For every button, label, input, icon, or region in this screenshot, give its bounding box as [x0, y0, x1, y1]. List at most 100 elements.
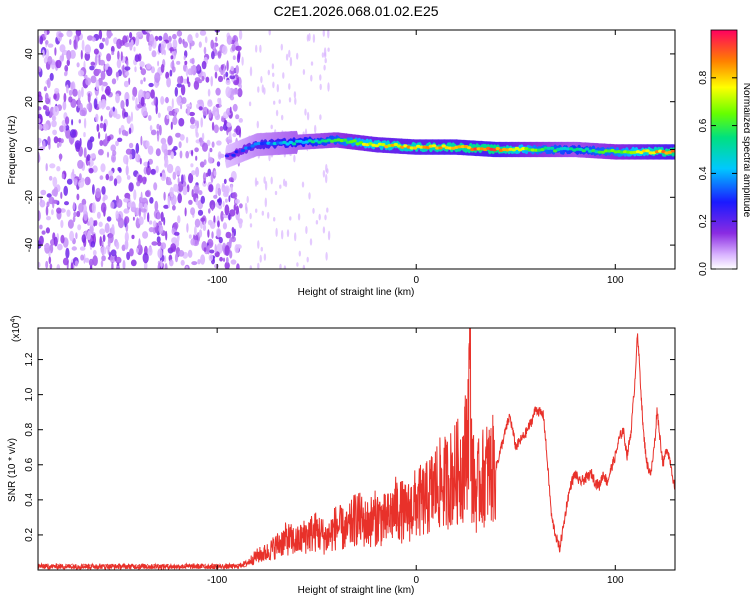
noise-blob [191, 57, 195, 65]
noise-blob [220, 64, 224, 70]
noise-blob [110, 249, 117, 257]
noise-blob [169, 69, 173, 77]
noise-blob [45, 260, 49, 269]
noise-blob [202, 106, 209, 116]
ridge-core [224, 154, 230, 158]
noise-blob [53, 236, 58, 247]
noise-blob [95, 113, 99, 123]
noise-blob [71, 119, 74, 126]
noise-blob [306, 111, 310, 121]
noise-blob [105, 37, 109, 46]
noise-blob [176, 83, 182, 88]
noise-blob [81, 39, 85, 51]
noise-blob [288, 97, 292, 103]
noise-blob [208, 184, 214, 193]
noise-blob [206, 139, 211, 147]
noise-blob [216, 243, 223, 255]
noise-blob [226, 122, 232, 128]
ridge-core [412, 146, 418, 150]
noise-blob [125, 71, 130, 76]
noise-blob [115, 210, 119, 219]
noise-blob [86, 154, 91, 162]
ridge-core [419, 145, 424, 149]
noise-blob [205, 76, 210, 83]
noise-blob [264, 197, 267, 208]
noise-blob [123, 197, 129, 203]
noise-blob [70, 82, 74, 90]
noise-blob [188, 173, 194, 184]
noise-blob [273, 100, 276, 105]
noise-blob [222, 201, 225, 207]
noise-blob [156, 123, 160, 130]
noise-blob [200, 254, 206, 265]
noise-blob [157, 112, 161, 119]
noise-blob [238, 220, 243, 229]
noise-blob [230, 184, 233, 194]
ridge-core [543, 146, 548, 150]
noise-blob [275, 109, 279, 117]
noise-blob [108, 170, 114, 177]
noise-blob [148, 227, 155, 233]
noise-blob [264, 180, 268, 191]
noise-blob [88, 217, 94, 227]
noise-blob [293, 154, 296, 163]
noise-blob [145, 190, 150, 197]
noise-blob [224, 245, 230, 257]
noise-blob [148, 115, 152, 121]
noise-blob [142, 231, 149, 239]
noise-blob [195, 166, 200, 178]
noise-blob [124, 239, 129, 250]
noise-blob [78, 202, 84, 213]
noise-blob [130, 111, 133, 122]
noise-blob [100, 260, 104, 268]
noise-blob [123, 111, 129, 118]
noise-blob [129, 41, 133, 51]
noise-blob [185, 150, 190, 159]
noise-blob [38, 210, 41, 222]
noise-blob [217, 187, 222, 197]
noise-blob [289, 56, 293, 67]
noise-blob [208, 208, 211, 214]
noise-blob [296, 52, 299, 60]
noise-blob [302, 69, 306, 75]
noise-blob [322, 30, 325, 37]
noise-blob [66, 59, 71, 66]
noise-blob [225, 231, 232, 239]
noise-blob [274, 190, 278, 196]
noise-blob [200, 217, 206, 222]
noise-blob [148, 220, 153, 225]
noise-blob [226, 35, 233, 45]
noise-blob [60, 234, 65, 244]
noise-blob [126, 60, 129, 67]
noise-blob [98, 221, 103, 228]
noise-blob [102, 234, 106, 242]
noise-blob [272, 81, 275, 89]
noise-blob [276, 84, 279, 93]
noise-blob [232, 103, 238, 112]
noise-blob [110, 201, 115, 209]
noise-blob [157, 60, 160, 67]
noise-blob [203, 159, 207, 166]
noise-blob [178, 250, 185, 257]
noise-blob [166, 180, 173, 186]
noise-blob [279, 263, 282, 269]
noise-blob [140, 135, 143, 146]
noise-blob [138, 216, 144, 225]
noise-blob [217, 220, 220, 228]
noise-blob [76, 193, 80, 201]
noise-blob [152, 220, 157, 228]
noise-blob [249, 212, 252, 220]
noise-blob [78, 70, 85, 77]
noise-blob [270, 176, 273, 185]
noise-blob [184, 60, 188, 65]
noise-blob [174, 108, 180, 113]
noise-blob [104, 88, 110, 94]
noise-blob [231, 88, 239, 95]
noise-blob [124, 231, 129, 243]
noise-blob [189, 111, 195, 117]
y-tick-label: 0.8 [24, 422, 35, 436]
noise-blob [113, 178, 118, 187]
noise-blob [304, 108, 307, 116]
noise-blob [257, 262, 260, 269]
noise-blob [198, 190, 203, 196]
